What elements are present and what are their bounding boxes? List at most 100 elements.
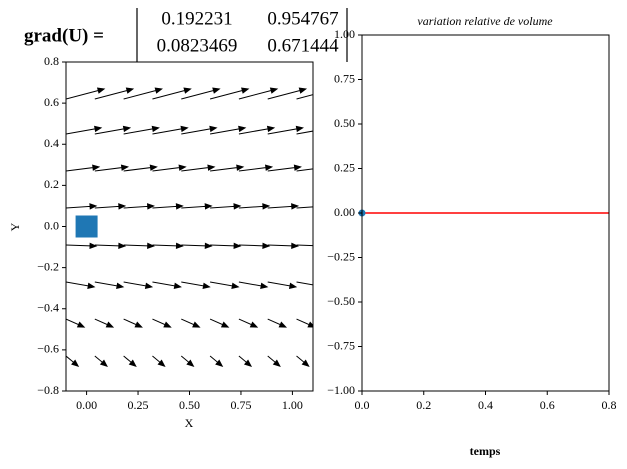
quiver-arrow bbox=[152, 203, 184, 210]
quiver-arrow bbox=[66, 281, 96, 290]
quiver-arrow bbox=[209, 125, 247, 135]
quiver-arrow bbox=[267, 281, 298, 290]
right-title: variation relative de volume bbox=[417, 14, 553, 28]
quiver-arrow bbox=[181, 125, 218, 135]
quiver-arrow bbox=[210, 203, 242, 210]
quiver-arrow bbox=[66, 164, 101, 172]
quiver-arrow bbox=[238, 164, 274, 172]
x-tick-label: 0.75 bbox=[230, 398, 251, 412]
quiver-arrow bbox=[123, 281, 154, 290]
quiver-arrow bbox=[94, 164, 130, 172]
quiver-arrow bbox=[94, 281, 125, 290]
quiver-arrow bbox=[123, 87, 163, 100]
quiver-arrow bbox=[238, 87, 279, 100]
quiver-arrow bbox=[152, 318, 172, 328]
square-marker bbox=[75, 215, 98, 238]
quiver-arrow bbox=[94, 87, 135, 100]
quiver-arrow bbox=[267, 164, 302, 172]
y-tick-label: −0.6 bbox=[37, 342, 59, 356]
quiver-arrow bbox=[123, 318, 143, 328]
matrix-entry: 0.671444 bbox=[267, 35, 339, 56]
x-tick-label: 0.2 bbox=[416, 398, 431, 412]
y-tick-label: −0.2 bbox=[37, 259, 59, 273]
quiver-arrow bbox=[181, 87, 221, 100]
y-tick-label: 0.2 bbox=[44, 177, 59, 191]
quiver-arrow bbox=[181, 318, 201, 328]
y-tick-label: −0.4 bbox=[37, 301, 59, 315]
x-tick-label: 1.00 bbox=[282, 398, 303, 412]
x-tick-label: 0.8 bbox=[602, 398, 617, 412]
quiver-arrow bbox=[267, 203, 300, 210]
y-tick-label: 1.00 bbox=[334, 27, 355, 41]
quiver-arrow bbox=[296, 206, 313, 209]
quiver-arrow bbox=[66, 355, 80, 367]
quiver-arrow bbox=[181, 242, 213, 250]
quiver-arrow bbox=[123, 164, 158, 172]
y-tick-label: 0.4 bbox=[44, 136, 59, 150]
left-title: grad(U) = bbox=[24, 25, 104, 46]
x-tick-label: 0.6 bbox=[540, 398, 555, 412]
quiver-arrow bbox=[123, 203, 155, 210]
quiver-arrow bbox=[267, 318, 288, 328]
quiver-arrow bbox=[210, 242, 242, 250]
matrix-entry: 0.192231 bbox=[161, 8, 232, 29]
quiver-arrow bbox=[94, 125, 132, 135]
y-tick-label: −1.00 bbox=[327, 383, 355, 397]
quiver-arrow bbox=[238, 355, 253, 367]
quiver-arrow bbox=[267, 87, 308, 100]
quiver-arrow bbox=[123, 125, 160, 135]
x-tick-label: 0.0 bbox=[355, 398, 370, 412]
quiver-arrow bbox=[180, 355, 195, 367]
quiver-arrow bbox=[94, 203, 127, 210]
y-tick-label: 0.0 bbox=[44, 218, 59, 232]
quiver-arrow bbox=[152, 242, 184, 250]
quiver-arrow bbox=[238, 203, 271, 210]
quiver-arrow bbox=[66, 242, 98, 250]
quiver-arrow bbox=[209, 281, 240, 290]
quiver-arrow bbox=[123, 355, 137, 367]
y-tick-label: 0.6 bbox=[44, 95, 59, 109]
x-tick-label: 0.50 bbox=[179, 398, 200, 412]
quiver-arrow bbox=[238, 125, 276, 135]
matrix-entry: 0.954767 bbox=[267, 8, 338, 29]
x-axis-label: temps bbox=[470, 444, 501, 458]
quiver-arrow bbox=[267, 242, 300, 250]
quiver-arrow bbox=[209, 318, 230, 328]
quiver-arrow bbox=[152, 125, 189, 135]
x-axis-label: X bbox=[185, 416, 194, 430]
quiver-arrow bbox=[181, 281, 211, 290]
quiver-arrow bbox=[181, 164, 216, 172]
quiver-arrow bbox=[94, 242, 127, 250]
quiver-arrow bbox=[66, 203, 98, 210]
quiver-arrow bbox=[181, 203, 213, 210]
quiver-arrow bbox=[296, 318, 313, 328]
y-tick-label: −0.25 bbox=[327, 249, 355, 263]
quiver-arrow bbox=[94, 355, 108, 367]
quiver-arrow bbox=[152, 164, 187, 172]
quiver-arrow bbox=[296, 281, 313, 286]
matrix-entry: 0.0823469 bbox=[157, 35, 238, 56]
quiver-arrow bbox=[123, 242, 155, 250]
axes-frame bbox=[65, 61, 314, 392]
x-tick-label: 0.4 bbox=[478, 398, 493, 412]
quiver-arrow bbox=[209, 355, 224, 367]
quiver-arrow bbox=[210, 164, 245, 172]
y-tick-label: 0.8 bbox=[44, 54, 59, 68]
quiver-arrow bbox=[152, 87, 192, 100]
y-tick-label: 0.50 bbox=[334, 116, 355, 130]
quiver-arrow bbox=[238, 281, 269, 290]
y-axis-label: Y bbox=[8, 222, 22, 231]
y-tick-label: 0.75 bbox=[334, 71, 355, 85]
quiver-arrow bbox=[267, 355, 281, 367]
y-tick-label: 0.25 bbox=[334, 160, 355, 174]
y-tick-label: −0.8 bbox=[37, 383, 59, 397]
quiver-arrow bbox=[152, 355, 166, 367]
y-tick-label: −0.50 bbox=[327, 294, 355, 308]
quiver-arrow bbox=[152, 281, 182, 290]
y-tick-label: 0.00 bbox=[334, 205, 355, 219]
x-tick-label: 0.25 bbox=[128, 398, 149, 412]
quiver-arrow bbox=[94, 318, 115, 328]
quiver-arrow bbox=[66, 125, 103, 135]
x-tick-label: 0.00 bbox=[76, 398, 97, 412]
